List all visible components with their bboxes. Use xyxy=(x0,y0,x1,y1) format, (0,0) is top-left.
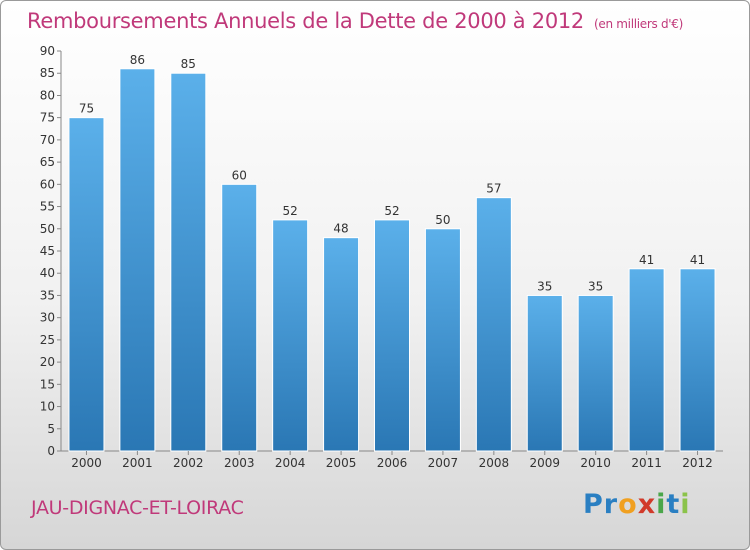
y-tick-label: 55 xyxy=(40,200,55,214)
y-tick-label: 60 xyxy=(40,177,55,191)
y-tick-label: 25 xyxy=(40,333,55,347)
y-tick-label: 70 xyxy=(40,133,55,147)
bar-2012 xyxy=(679,268,716,452)
y-tick-label: 50 xyxy=(40,222,55,236)
data-label-2003: 60 xyxy=(232,168,247,182)
y-tick-label: 0 xyxy=(47,444,55,458)
data-label-2012: 41 xyxy=(690,253,705,267)
bar-2005 xyxy=(323,237,360,452)
y-tick-label: 90 xyxy=(40,44,55,58)
bar-2003 xyxy=(221,183,258,452)
x-tick-label-2004: 2004 xyxy=(275,456,306,470)
data-label-2001: 86 xyxy=(130,53,145,67)
y-tick-label: 15 xyxy=(40,377,55,391)
data-label-2009: 35 xyxy=(537,279,552,293)
bar-2007 xyxy=(424,228,461,452)
y-tick-label: 80 xyxy=(40,88,55,102)
proxiti-logo[interactable]: Proxiti xyxy=(583,489,691,520)
chart-title-text: Remboursements Annuels de la Dette de 20… xyxy=(27,9,584,33)
data-label-2004: 52 xyxy=(283,204,298,218)
bar-2009 xyxy=(526,294,563,452)
bar-2008 xyxy=(475,197,512,452)
y-tick-label: 85 xyxy=(40,66,55,80)
x-tick-label-2010: 2010 xyxy=(580,456,611,470)
y-tick-label: 75 xyxy=(40,111,55,125)
x-tick-label-2006: 2006 xyxy=(377,456,408,470)
x-tick-label-2011: 2011 xyxy=(631,456,662,470)
y-tick-label: 20 xyxy=(40,355,55,369)
x-tick-label-2009: 2009 xyxy=(529,456,560,470)
bar-2010 xyxy=(577,294,614,452)
x-tick-label-2012: 2012 xyxy=(682,456,713,470)
data-label-2007: 50 xyxy=(435,213,450,227)
data-label-2011: 41 xyxy=(639,253,654,267)
bar-2006 xyxy=(374,219,410,452)
y-tick-label: 30 xyxy=(40,311,55,325)
commune-name: JAU-DIGNAC-ET-LOIRAC xyxy=(31,497,244,519)
x-tick-label-2008: 2008 xyxy=(479,456,510,470)
y-tick-label: 5 xyxy=(47,422,55,436)
y-tick-label: 35 xyxy=(40,288,55,302)
x-tick-label-2002: 2002 xyxy=(173,456,204,470)
y-tick-label: 40 xyxy=(40,266,55,280)
chart-unit: (en milliers d'€) xyxy=(594,17,684,31)
data-label-2010: 35 xyxy=(588,279,603,293)
x-tick-label-2000: 2000 xyxy=(71,456,102,470)
data-label-2000: 75 xyxy=(79,102,94,116)
bar-2001 xyxy=(119,68,156,452)
x-tick-label-2007: 2007 xyxy=(428,456,459,470)
data-label-2005: 48 xyxy=(333,222,348,236)
y-tick-label: 10 xyxy=(40,400,55,414)
chart-title: Remboursements Annuels de la Dette de 20… xyxy=(27,9,683,33)
y-tick-label: 45 xyxy=(40,244,55,258)
bar-2004 xyxy=(272,219,309,452)
bar-2000 xyxy=(68,117,105,452)
bar-2002 xyxy=(170,72,207,452)
y-tick-label: 65 xyxy=(40,155,55,169)
x-tick-label-2001: 2001 xyxy=(122,456,153,470)
data-label-2002: 85 xyxy=(181,57,196,71)
data-label-2008: 57 xyxy=(486,182,501,196)
bar-2011 xyxy=(628,268,665,452)
x-tick-label-2003: 2003 xyxy=(224,456,255,470)
x-tick-label-2005: 2005 xyxy=(326,456,357,470)
data-label-2006: 52 xyxy=(384,204,399,218)
